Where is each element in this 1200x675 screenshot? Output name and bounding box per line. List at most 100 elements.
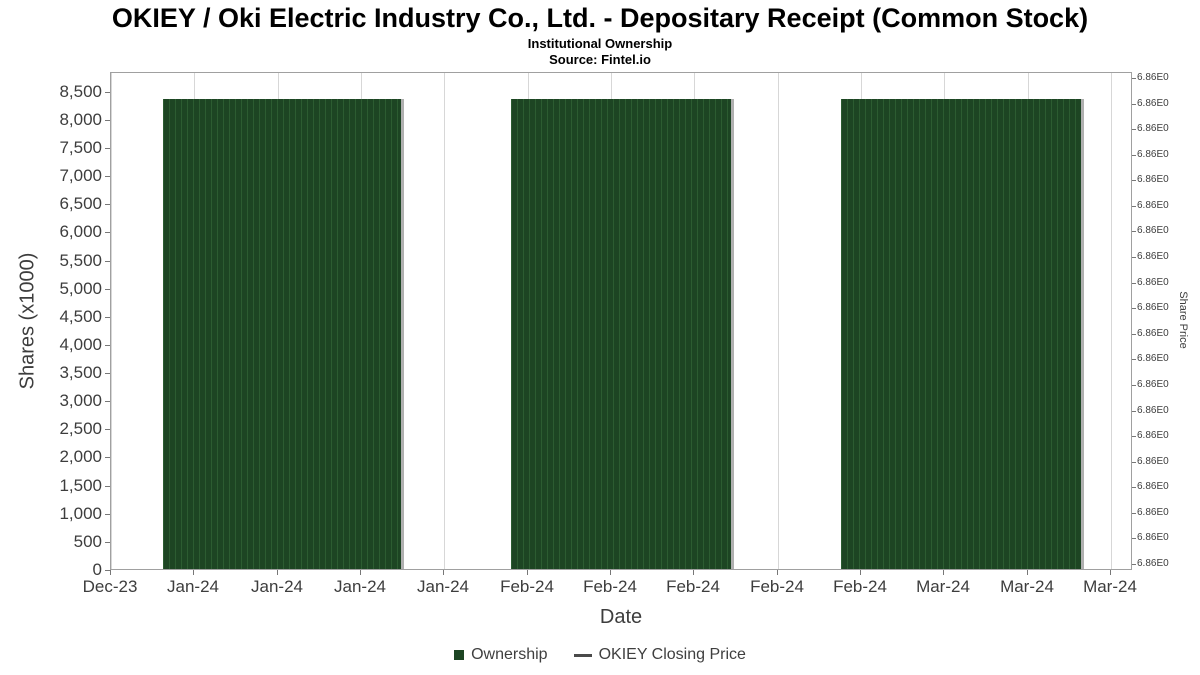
axis-tick <box>105 429 110 430</box>
right-tick-label: 6.86E0 <box>1137 149 1169 160</box>
price-legend-label: OKIEY Closing Price <box>598 646 746 663</box>
axis-tick <box>1132 462 1136 463</box>
axis-tick <box>105 92 110 93</box>
x-tick-label: Feb-24 <box>750 577 804 596</box>
gridline <box>778 73 779 569</box>
axis-tick <box>777 570 778 575</box>
axis-tick <box>527 570 528 575</box>
y-tick-label: 5,000 <box>59 279 102 298</box>
x-axis-label: Date <box>599 606 643 628</box>
y-tick-label: 1,500 <box>59 476 102 495</box>
axis-tick <box>1132 308 1136 309</box>
axis-tick <box>105 232 110 233</box>
y-tick-label: 3,500 <box>59 363 102 382</box>
axis-tick <box>610 570 611 575</box>
x-tick-label: Mar-24 <box>916 577 970 596</box>
y-tick-label: 5,500 <box>59 251 102 270</box>
y-tick-label: 4,500 <box>59 307 102 326</box>
y-tick-label: 1,000 <box>59 504 102 523</box>
axis-tick <box>1132 180 1136 181</box>
axis-tick <box>105 514 110 515</box>
x-tick-label: Jan-24 <box>251 577 303 596</box>
right-tick-label: 6.86E0 <box>1137 98 1169 109</box>
gridline <box>1111 73 1112 569</box>
ownership-bar-block <box>841 99 1084 569</box>
axis-tick <box>1132 257 1136 258</box>
axis-tick <box>105 542 110 543</box>
axis-tick <box>1132 564 1136 565</box>
right-tick-label: 6.86E0 <box>1137 174 1169 185</box>
axis-tick <box>105 345 110 346</box>
right-tick-label: 6.86E0 <box>1137 353 1169 364</box>
axis-tick <box>193 570 194 575</box>
axis-tick <box>1132 334 1136 335</box>
y-tick-label: 6,000 <box>59 222 102 241</box>
right-tick-label: 6.86E0 <box>1137 72 1169 83</box>
ownership-bar-block <box>511 99 734 569</box>
axis-tick <box>1132 487 1136 488</box>
right-tick-label: 6.86E0 <box>1137 328 1169 339</box>
axis-tick <box>1132 513 1136 514</box>
right-tick-label: 6.86E0 <box>1137 123 1169 134</box>
y-tick-label: 8,500 <box>59 82 102 101</box>
axis-tick <box>105 204 110 205</box>
axis-tick <box>360 570 361 575</box>
y-tick-label: 7,000 <box>59 166 102 185</box>
axis-tick <box>105 148 110 149</box>
axis-tick <box>1132 436 1136 437</box>
x-tick-label: Feb-24 <box>583 577 637 596</box>
axis-tick <box>105 373 110 374</box>
axis-tick <box>1132 411 1136 412</box>
axis-tick <box>105 261 110 262</box>
axis-tick <box>443 570 444 575</box>
axis-tick <box>1132 129 1136 130</box>
ownership-legend-swatch-icon <box>454 650 465 660</box>
x-tick-label: Mar-24 <box>1083 577 1137 596</box>
right-tick-label: 6.86E0 <box>1137 200 1169 211</box>
right-tick-label: 6.86E0 <box>1137 532 1169 543</box>
axis-tick <box>1132 155 1136 156</box>
x-tick-label: Jan-24 <box>417 577 469 596</box>
axis-tick <box>1132 385 1136 386</box>
legend: Ownership OKIEY Closing Price <box>0 646 1200 664</box>
axis-tick <box>105 570 110 571</box>
y-tick-label: 500 <box>73 532 102 551</box>
axis-tick <box>1132 78 1136 79</box>
x-tick-label: Jan-24 <box>334 577 386 596</box>
axis-tick <box>1132 283 1136 284</box>
y-axis-label-right: Share Price <box>1177 291 1189 349</box>
right-tick-label: 6.86E0 <box>1137 481 1169 492</box>
axis-tick <box>105 120 110 121</box>
axis-tick <box>105 401 110 402</box>
right-tick-label: 6.86E0 <box>1137 379 1169 390</box>
right-tick-label: 6.86E0 <box>1137 302 1169 313</box>
x-tick-label: Feb-24 <box>666 577 720 596</box>
axis-tick <box>277 570 278 575</box>
x-tick-label: Jan-24 <box>167 577 219 596</box>
right-tick-label: 6.86E0 <box>1137 456 1169 467</box>
right-tick-label: 6.86E0 <box>1137 251 1169 262</box>
axis-tick <box>110 570 111 575</box>
x-tick-label: Mar-24 <box>1000 577 1054 596</box>
axis-tick <box>1132 359 1136 360</box>
axis-tick <box>105 317 110 318</box>
chart-title: OKIEY / Oki Electric Industry Co., Ltd. … <box>111 3 1089 33</box>
legend-item-ownership: Ownership <box>454 646 548 664</box>
price-legend-line-icon <box>573 653 592 657</box>
axis-tick <box>1132 206 1136 207</box>
axis-tick <box>105 176 110 177</box>
x-tick-label: Feb-24 <box>500 577 554 596</box>
y-tick-label: 3,000 <box>59 391 102 410</box>
y-tick-label: 7,500 <box>59 138 102 157</box>
legend-item-closing-price: OKIEY Closing Price <box>573 646 746 664</box>
axis-tick <box>693 570 694 575</box>
axis-tick <box>1132 538 1136 539</box>
x-tick-label: Dec-23 <box>82 577 138 596</box>
axis-tick <box>105 289 110 290</box>
ownership-legend-label: Ownership <box>471 646 548 663</box>
gridline <box>111 73 112 569</box>
y-tick-label: 4,000 <box>59 335 102 354</box>
gridline <box>444 73 445 569</box>
y-tick-label: 2,500 <box>59 419 102 438</box>
